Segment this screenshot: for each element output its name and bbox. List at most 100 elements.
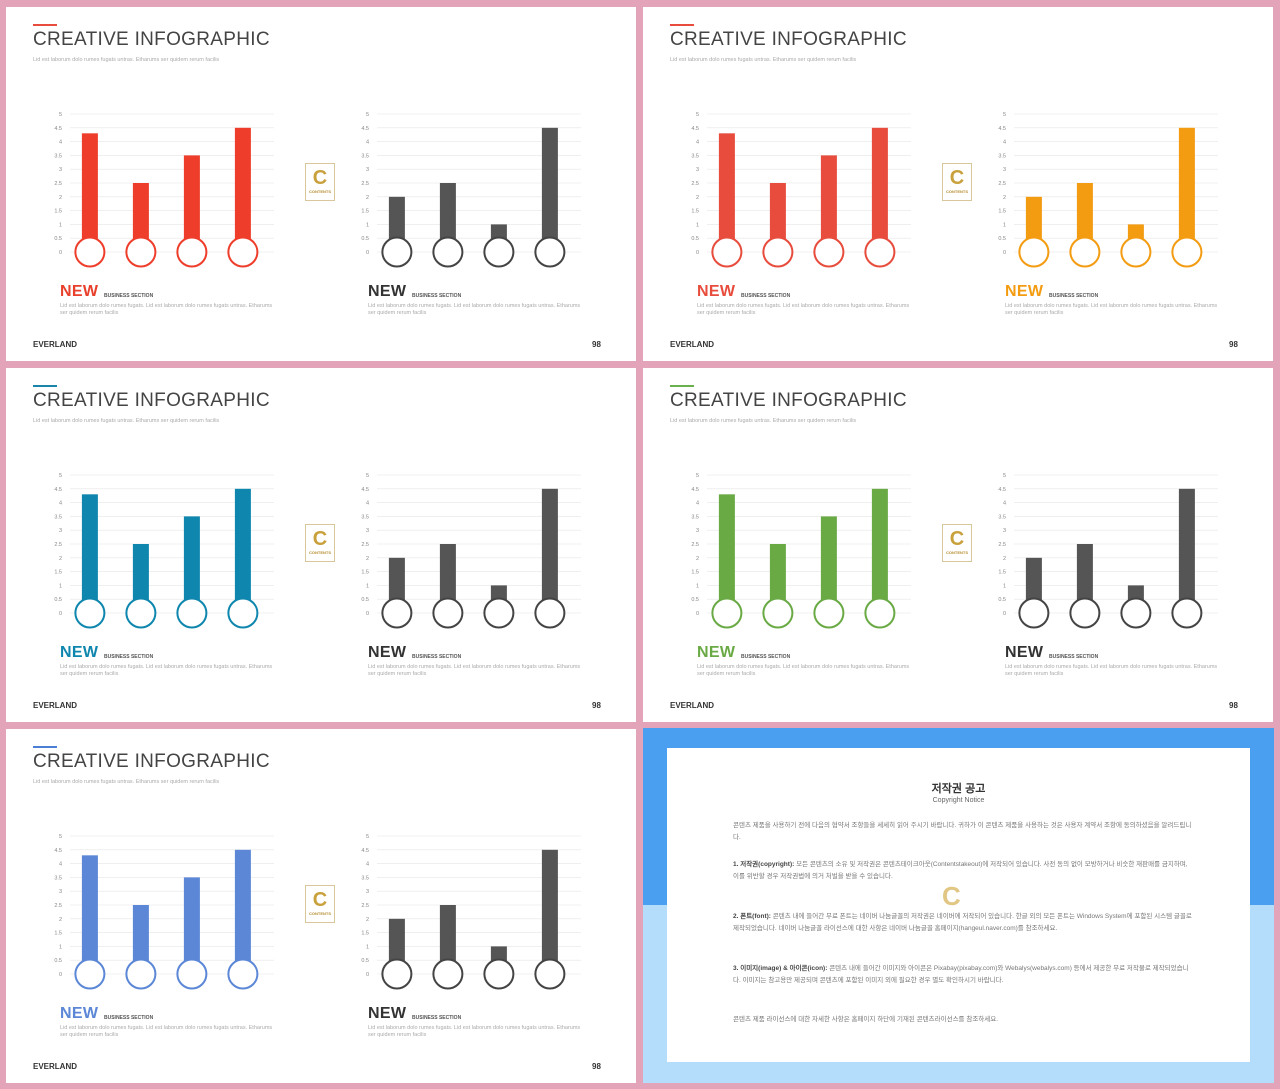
panel-description: Lid est laborum dolo rumes fugats. Lid e… <box>368 303 581 316</box>
slide-3: CREATIVE INFOGRAPHIC Lid est laborum dolo… <box>6 368 636 722</box>
bar-circle <box>813 597 845 629</box>
y-tick-label: 5 <box>366 834 369 840</box>
y-tick-label: 2.5 <box>54 542 62 548</box>
y-tick-label: 0.5 <box>361 236 369 242</box>
footer-brand: EVERLAND <box>33 340 78 349</box>
page-number: 98 <box>592 340 601 349</box>
y-tick-label: 3 <box>59 167 62 173</box>
y-tick-label: 2.5 <box>691 181 699 187</box>
bar-circle <box>1018 236 1050 268</box>
charts-svg: 0 0.5 1 1.5 2 2.5 3 3.5 4 4.5 5 0 0.5 1 1.5 2 2.5 3 3.5 4 4.… <box>691 473 1218 629</box>
y-tick-label: 4.5 <box>54 126 62 132</box>
bar-circle <box>534 236 566 268</box>
section-label: BUSINESS SECTION <box>412 293 462 299</box>
y-tick-label: 2.5 <box>361 181 369 187</box>
bar-circle <box>483 958 515 990</box>
y-tick-label: 5 <box>366 473 369 479</box>
y-tick-label: 1.5 <box>998 209 1006 215</box>
copyright-notice: 저작권 공고 Copyright Notice 콘텐츠 제품을 사용하기 전에 … <box>643 728 1274 1083</box>
y-tick-label: 0.5 <box>998 597 1006 603</box>
y-tick-label: 0 <box>1003 250 1006 256</box>
chart-right: 0 0.5 1 1.5 2 2.5 3 3.5 4 4.5 5 <box>361 112 581 268</box>
y-tick-label: 2 <box>366 556 369 562</box>
new-label: NEW <box>697 644 736 661</box>
slide-subtitle: Lid est laborum dolo rumes fugats untras… <box>33 57 220 63</box>
bar-circle <box>74 236 106 268</box>
bar <box>1076 183 1093 252</box>
charts-svg: 0 0.5 1 1.5 2 2.5 3 3.5 4 4.5 5 0 0.5 1 1.5 2 2.5 3 3.5 4 4.… <box>54 473 581 629</box>
y-tick-label: 5 <box>59 834 62 840</box>
bar-circle <box>432 958 464 990</box>
bar-circle <box>711 597 743 629</box>
slide-subtitle: Lid est laborum dolo rumes fugats untras… <box>33 779 220 785</box>
panel-description: Lid est laborum dolo rumes fugats. Lid e… <box>1005 664 1218 677</box>
y-tick-label: 0 <box>1003 611 1006 617</box>
bar-circle <box>1120 597 1152 629</box>
new-label: NEW <box>368 644 407 661</box>
bar-circle <box>381 236 413 268</box>
y-tick-label: 2.5 <box>361 542 369 548</box>
y-tick-label: 4.5 <box>691 487 699 493</box>
charts-svg: 0 0.5 1 1.5 2 2.5 3 3.5 4 4.5 5 0 0.5 1 1.5 2 2.5 3 3.5 4 4.… <box>54 834 581 990</box>
y-tick-label: 1.5 <box>361 209 369 215</box>
bar <box>234 127 251 252</box>
y-tick-label: 1.5 <box>998 570 1006 576</box>
bar <box>81 855 98 974</box>
bar <box>132 544 149 613</box>
y-tick-label: 2.5 <box>54 181 62 187</box>
y-tick-label: 2 <box>59 917 62 923</box>
bar <box>1178 127 1195 252</box>
bar <box>132 905 149 974</box>
notice-intro: 콘텐츠 제품을 사용하기 전에 다음의 협약서 조항들을 세세히 읽어 주시기 … <box>733 822 1192 841</box>
bar <box>439 183 456 252</box>
bar-circle <box>813 236 845 268</box>
bar <box>718 133 735 252</box>
bar-circle <box>227 236 259 268</box>
panel-description: Lid est laborum dolo rumes fugats. Lid e… <box>60 664 273 677</box>
y-tick-label: 1.5 <box>54 209 62 215</box>
notice-p1-head: 1. 저작권(copyright): <box>733 861 795 868</box>
y-tick-label: 1 <box>1003 583 1006 589</box>
new-label: NEW <box>1005 644 1044 661</box>
section-label: BUSINESS SECTION <box>741 293 791 299</box>
bar-circle <box>1069 236 1101 268</box>
bar-circle <box>864 597 896 629</box>
bar <box>541 849 558 974</box>
footer-brand: EVERLAND <box>670 340 715 349</box>
footer-brand: EVERLAND <box>33 1062 78 1071</box>
y-tick-label: 2 <box>696 195 699 201</box>
y-tick-label: 4.5 <box>361 487 369 493</box>
y-tick-label: 3 <box>59 889 62 895</box>
y-tick-label: 0.5 <box>361 597 369 603</box>
y-tick-label: 2 <box>1003 195 1006 201</box>
bar <box>1178 488 1195 613</box>
bar-circle <box>534 597 566 629</box>
bar-circle <box>74 958 106 990</box>
bar-circle <box>125 236 157 268</box>
y-tick-label: 3 <box>696 528 699 534</box>
y-tick-label: 1 <box>1003 222 1006 228</box>
y-tick-label: 1 <box>59 944 62 950</box>
y-tick-label: 3 <box>1003 167 1006 173</box>
y-tick-label: 3.5 <box>691 153 699 159</box>
y-tick-label: 2.5 <box>998 181 1006 187</box>
page-number: 98 <box>592 701 601 710</box>
y-tick-label: 4 <box>1003 140 1006 146</box>
bar-circle <box>762 597 794 629</box>
section-label: BUSINESS SECTION <box>1049 293 1099 299</box>
logo-text: CONTENTS <box>946 550 968 555</box>
bar-circle <box>483 236 515 268</box>
y-tick-label: 0 <box>696 611 699 617</box>
charts-svg: 0 0.5 1 1.5 2 2.5 3 3.5 4 4.5 5 0 0.5 1 1.5 2 2.5 3 3.5 4 4.… <box>691 112 1218 268</box>
y-tick-label: 1 <box>366 222 369 228</box>
bar-circle <box>483 597 515 629</box>
section-label: BUSINESS SECTION <box>1049 654 1099 660</box>
bar <box>234 849 251 974</box>
y-tick-label: 4.5 <box>691 126 699 132</box>
bar-circle <box>227 958 259 990</box>
y-tick-label: 0 <box>366 250 369 256</box>
section-label: BUSINESS SECTION <box>412 654 462 660</box>
y-tick-label: 0 <box>59 611 62 617</box>
bar <box>439 905 456 974</box>
section-label: BUSINESS SECTION <box>741 654 791 660</box>
